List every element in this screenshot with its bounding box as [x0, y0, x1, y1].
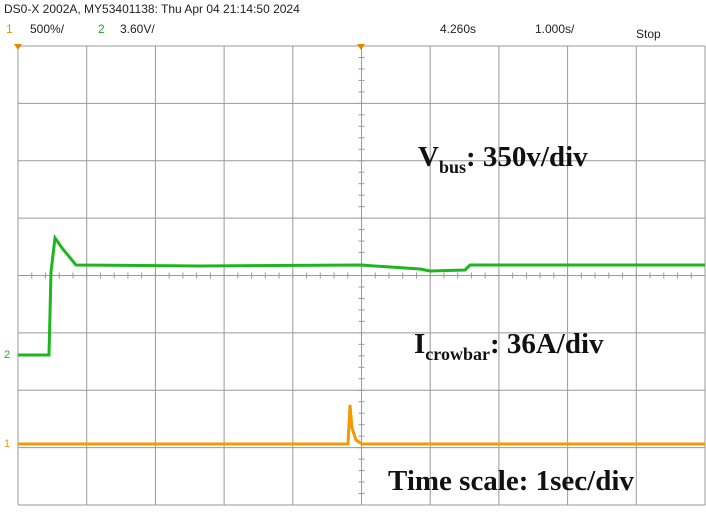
annotation-text: : 350v/div	[466, 141, 588, 173]
trigger-delay: 4.260s	[440, 22, 476, 36]
annotation: Time scale: 1sec/div	[388, 465, 634, 497]
trigger-marker	[14, 44, 22, 50]
run-status: Stop	[636, 27, 661, 41]
timebase: 1.000s/	[535, 22, 575, 36]
annotation: Icrowbar: 36A/div	[414, 328, 604, 364]
annotation-subscript: bus	[439, 157, 466, 177]
channel-number: 1	[6, 22, 13, 36]
orange-trace	[18, 404, 705, 446]
channel-marker: 1	[4, 438, 10, 450]
channel-scale: 500%/	[30, 22, 65, 36]
annotation-symbol: I	[414, 328, 425, 360]
screen-title: DS0-X 2002A, MY53401138: Thu Apr 04 21:1…	[4, 2, 300, 16]
graticule	[17, 45, 706, 506]
channel-number: 2	[98, 22, 105, 36]
green-trace	[18, 233, 705, 357]
annotation-subscript: crowbar	[425, 344, 490, 364]
annotation-symbol: V	[418, 141, 439, 173]
channel-scale: 3.60V/	[120, 22, 155, 36]
channel-marker: 2	[4, 349, 10, 361]
annotation: Vbus: 350v/div	[418, 141, 588, 177]
annotation-text: : 36A/div	[490, 328, 604, 360]
trigger-marker	[357, 44, 365, 50]
